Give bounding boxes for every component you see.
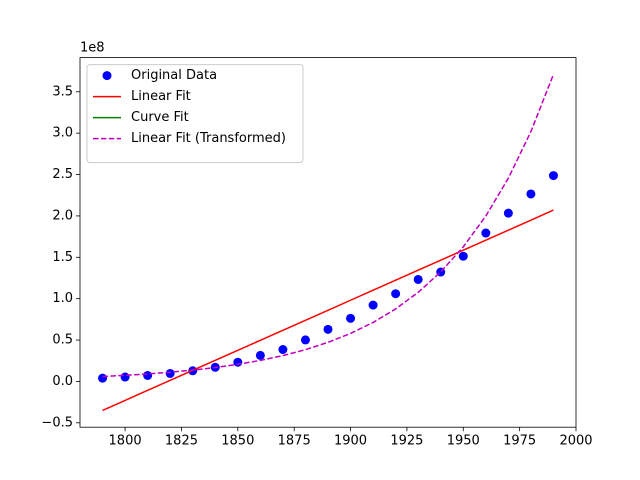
y-tick-label: 3.0 bbox=[52, 126, 73, 141]
data-point bbox=[548, 171, 558, 181]
legend-label: Linear Fit bbox=[131, 89, 191, 104]
x-tick-label: 1950 bbox=[447, 434, 480, 449]
data-point bbox=[98, 373, 108, 383]
data-point bbox=[143, 370, 153, 380]
series-line bbox=[102, 209, 554, 412]
y-tick-label: 3.5 bbox=[52, 84, 73, 99]
y-tick-label: −0.5 bbox=[41, 415, 73, 430]
y-tick-label: 2.0 bbox=[52, 208, 73, 223]
data-point bbox=[165, 368, 175, 378]
legend-label: Original Data bbox=[131, 68, 217, 83]
data-point bbox=[526, 189, 536, 199]
data-point bbox=[233, 357, 243, 367]
x-tick-label: 1975 bbox=[503, 434, 536, 449]
x-tick-label: 1925 bbox=[390, 434, 423, 449]
data-point bbox=[368, 300, 378, 310]
legend-label: Curve Fit bbox=[131, 110, 189, 125]
data-point bbox=[458, 251, 468, 261]
legend-box bbox=[86, 64, 304, 164]
data-point bbox=[300, 335, 310, 345]
data-point bbox=[413, 274, 423, 284]
y-offset-label: 1e8 bbox=[80, 41, 105, 56]
y-tick-label: 2.5 bbox=[52, 167, 73, 182]
y-tick-label: 0.0 bbox=[52, 374, 73, 389]
x-tick-label: 1825 bbox=[165, 434, 198, 449]
y-tick-label: 1.5 bbox=[52, 250, 73, 265]
data-point bbox=[481, 228, 491, 238]
data-point bbox=[346, 313, 356, 323]
x-tick-label: 1900 bbox=[334, 434, 367, 449]
data-point bbox=[323, 324, 333, 334]
data-point bbox=[278, 345, 288, 355]
y-tick-label: 1.0 bbox=[52, 291, 73, 306]
x-tick-label: 1850 bbox=[221, 434, 254, 449]
x-tick-label: 2000 bbox=[559, 434, 592, 449]
data-point bbox=[120, 372, 130, 382]
series-line bbox=[102, 74, 555, 378]
data-point bbox=[391, 289, 401, 299]
x-tick-label: 1875 bbox=[278, 434, 311, 449]
axes-frame bbox=[79, 57, 577, 428]
data-point bbox=[255, 350, 265, 360]
data-point bbox=[503, 208, 513, 218]
x-tick-label: 1800 bbox=[109, 434, 142, 449]
legend-marker bbox=[102, 71, 112, 81]
legend-label: Linear Fit (Transformed) bbox=[131, 131, 286, 146]
y-tick-label: 0.5 bbox=[52, 333, 73, 348]
